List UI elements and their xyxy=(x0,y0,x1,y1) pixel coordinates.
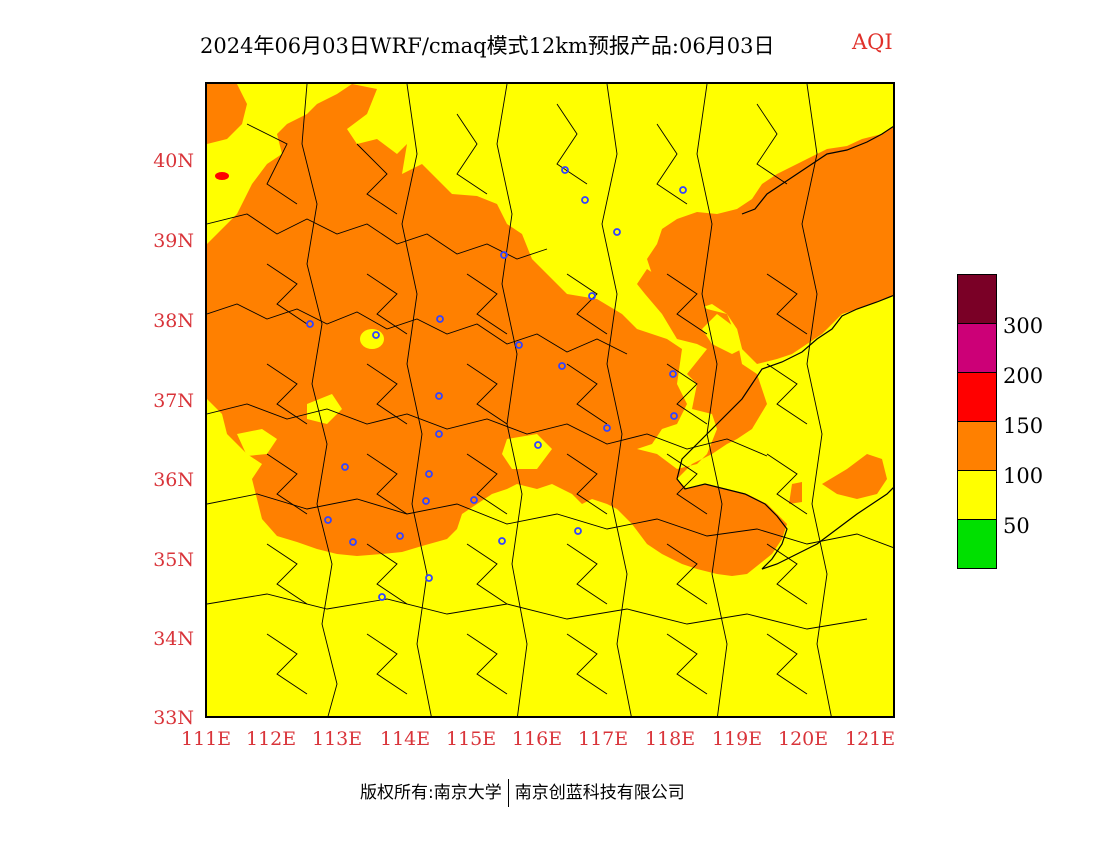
footer-divider xyxy=(507,779,509,807)
x-tick-111e: 111E xyxy=(181,728,232,750)
colorbar-cell-very-unhealthy xyxy=(957,323,997,373)
y-tick-40n: 40N xyxy=(153,150,194,172)
colorbar-label-100: 100 xyxy=(1003,464,1044,488)
aqi-colorbar xyxy=(957,274,997,569)
colorbar-label-50: 50 xyxy=(1003,514,1030,538)
colorbar-cell-unhealthy xyxy=(957,372,997,422)
x-tick-118e: 118E xyxy=(645,728,696,750)
x-tick-114e: 114E xyxy=(380,728,431,750)
y-tick-39n: 39N xyxy=(153,230,194,252)
x-tick-116e: 116E xyxy=(512,728,563,750)
colorbar-cell-sensitive xyxy=(957,421,997,471)
x-tick-121e: 121E xyxy=(845,728,896,750)
colorbar-cell-moderate xyxy=(957,470,997,520)
map-canvas xyxy=(207,84,893,716)
x-tick-112e: 112E xyxy=(246,728,297,750)
x-tick-113e: 113E xyxy=(312,728,363,750)
product-label: AQI xyxy=(852,30,893,54)
orange-region-east xyxy=(647,126,893,364)
copyright-company: 南京创蓝科技有限公司 xyxy=(514,783,685,803)
orange-region-west xyxy=(207,84,787,576)
x-tick-120e: 120E xyxy=(778,728,829,750)
copyright-footer: 版权所有:南京大学 南京创蓝科技有限公司 xyxy=(360,778,685,807)
y-tick-37n: 37N xyxy=(153,390,194,412)
copyright-owner: 版权所有:南京大学 xyxy=(360,783,502,803)
colorbar-label-300: 300 xyxy=(1003,314,1044,338)
x-tick-117e: 117E xyxy=(578,728,629,750)
colorbar-label-150: 150 xyxy=(1003,414,1044,438)
y-tick-35n: 35N xyxy=(153,549,194,571)
colorbar-cell-good xyxy=(957,519,997,569)
forecast-map[interactable] xyxy=(205,82,895,718)
colorbar-label-200: 200 xyxy=(1003,364,1044,388)
station-markers xyxy=(306,166,687,601)
colorbar-cell-hazardous xyxy=(957,274,997,324)
title-text: 2024年06月03日WRF/cmaq模式12km预报产品:06月03日 xyxy=(200,34,775,58)
y-tick-36n: 36N xyxy=(153,469,194,491)
x-tick-119e: 119E xyxy=(712,728,763,750)
y-tick-33n: 33N xyxy=(153,707,194,729)
x-tick-115e: 115E xyxy=(446,728,497,750)
y-tick-38n: 38N xyxy=(153,310,194,332)
y-tick-34n: 34N xyxy=(153,628,194,650)
boundary-lines xyxy=(207,84,893,716)
